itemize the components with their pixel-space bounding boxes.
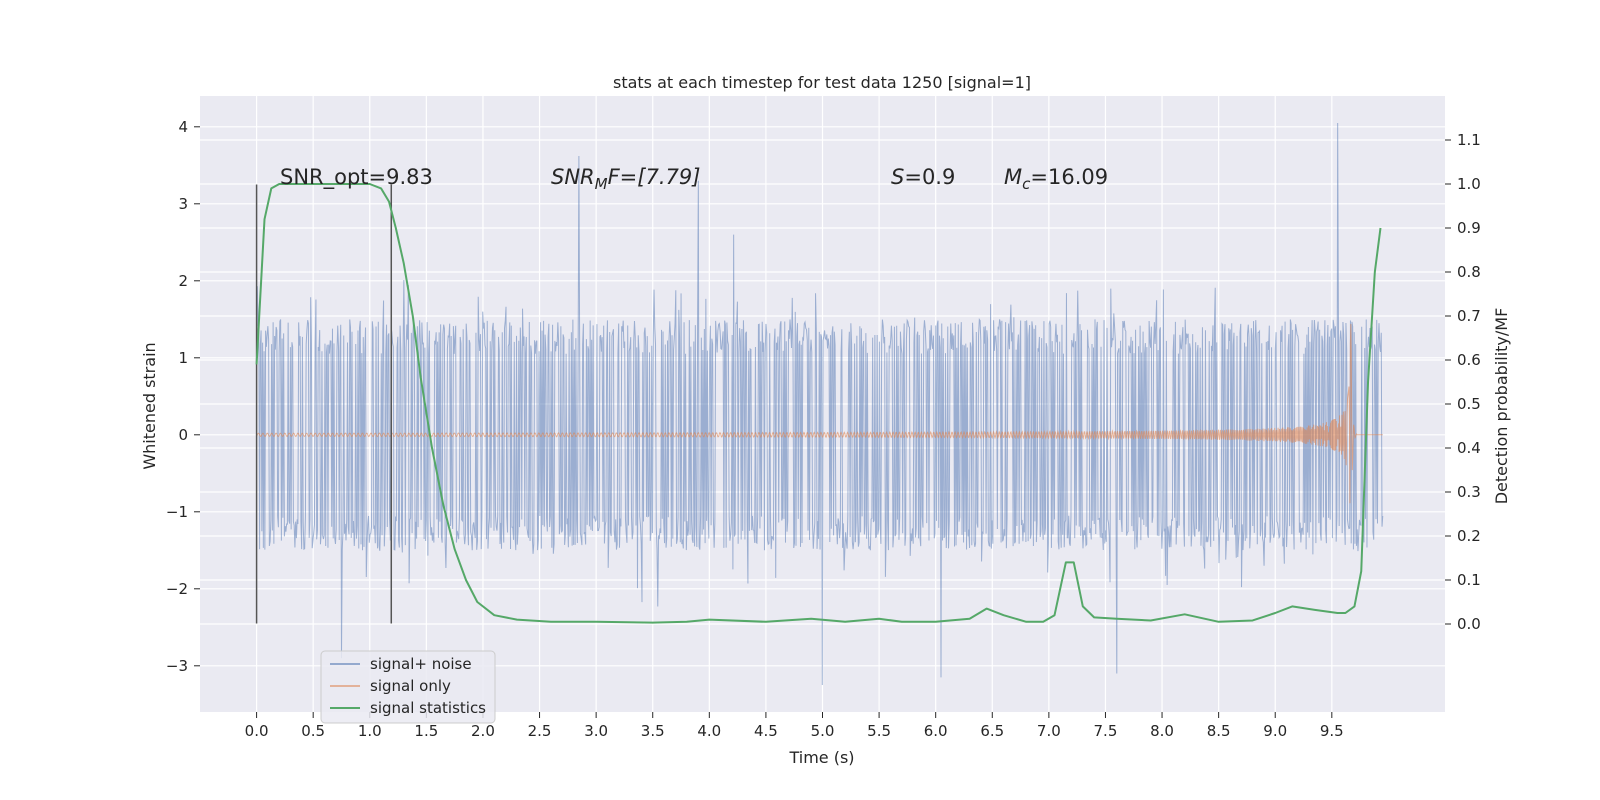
- x-tick-label: 3.0: [584, 722, 608, 740]
- series-signal-only: [256, 323, 1383, 504]
- legend-label-signal-noise: signal+ noise: [370, 655, 472, 673]
- y-tick-label-left: 1: [178, 349, 188, 367]
- y-tick-label-right: 0.2: [1457, 527, 1481, 545]
- x-tick-label: 4.5: [754, 722, 778, 740]
- annotation-snr-mf: SNRMF=[7.79]: [551, 165, 700, 193]
- x-tick-label: 1.5: [414, 722, 438, 740]
- y-tick-label-right: 0.5: [1457, 395, 1481, 413]
- legend-label-signal-statistics: signal statistics: [370, 699, 486, 717]
- y-axis-label-right: Detection probability/MF: [1492, 308, 1511, 505]
- y-tick-label-right: 0.7: [1457, 307, 1481, 325]
- y-tick-label-right: 1.0: [1457, 175, 1481, 193]
- x-tick-label: 3.5: [641, 722, 665, 740]
- x-tick-label: 8.0: [1150, 722, 1174, 740]
- x-tick-label: 7.5: [1094, 722, 1118, 740]
- x-tick-label: 7.0: [1037, 722, 1061, 740]
- series-signal-statistics: [255, 183, 1382, 624]
- y-tick-label-right: 1.1: [1457, 131, 1481, 149]
- x-tick-label: 2.0: [471, 722, 495, 740]
- legend-label-signal-only: signal only: [370, 677, 451, 695]
- annotations: SNR_opt=9.83 SNRMF=[7.79] S=0.9 Mc=16.09: [280, 165, 1108, 193]
- y-tick-label-right: 0.1: [1457, 571, 1481, 589]
- y-tick-label-left: 0: [178, 426, 188, 444]
- x-tick-label: 1.0: [358, 722, 382, 740]
- legend-box: [320, 650, 496, 724]
- y-tick-label-left: 3: [178, 195, 188, 213]
- y-tick-label-right: 0.9: [1457, 219, 1481, 237]
- x-tick-label: 9.5: [1320, 722, 1344, 740]
- annotation-s: S=0.9: [891, 165, 955, 189]
- y-tick-label-left: −2: [166, 580, 188, 598]
- y-tick-label-right: 0.8: [1457, 263, 1481, 281]
- chart-title: stats at each timestep for test data 125…: [613, 73, 1031, 92]
- annotation-mc: Mc=16.09: [1004, 165, 1108, 193]
- ticks: 0.0 0.5 1.0 1.5 2.0 2.5 3.0 3.5 4.0 4.5 5.0 5.5 6.0 6…: [166, 118, 1481, 740]
- x-tick-label: 2.5: [528, 722, 552, 740]
- x-tick-label: 5.5: [867, 722, 891, 740]
- y-tick-label-left: −3: [166, 657, 188, 675]
- x-tick-label: 8.5: [1207, 722, 1231, 740]
- x-tick-label: 6.0: [924, 722, 948, 740]
- y-tick-label-right: 0.3: [1457, 483, 1481, 501]
- x-tick-label: 9.0: [1263, 722, 1287, 740]
- x-tick-label: 0.5: [301, 722, 325, 740]
- series-layer: [255, 122, 1384, 686]
- y-tick-label-left: 4: [178, 118, 188, 136]
- legend: signal+ noise signal only signal statist…: [320, 650, 496, 724]
- y-tick-label-left: 2: [178, 272, 188, 290]
- x-axis-label: Time (s): [788, 748, 854, 767]
- x-tick-label: 0.0: [245, 722, 269, 740]
- x-tick-label: 6.5: [980, 722, 1004, 740]
- y-tick-label-right: 0.6: [1457, 351, 1481, 369]
- y-tick-label-right: 0.4: [1457, 439, 1481, 457]
- y-tick-label-left: −1: [166, 503, 188, 521]
- annotation-snr-opt: SNR_opt=9.83: [280, 165, 433, 190]
- series-signal-noise: [256, 122, 1384, 686]
- x-tick-label: 5.0: [811, 722, 835, 740]
- y-axis-label-left: Whitened strain: [140, 342, 159, 469]
- y-tick-label-right: 0.0: [1457, 615, 1481, 633]
- x-tick-label: 4.0: [697, 722, 721, 740]
